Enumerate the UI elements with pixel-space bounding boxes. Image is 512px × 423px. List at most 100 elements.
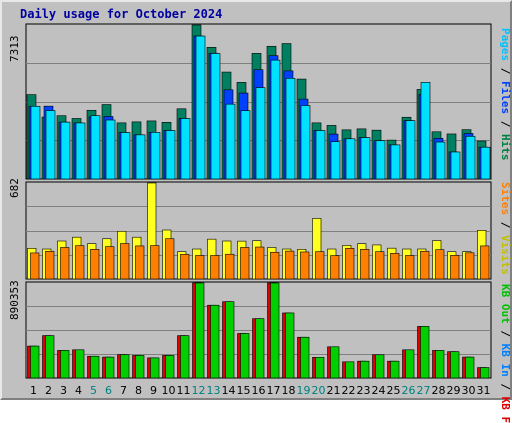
bar-kb-out-day-7: [120, 354, 130, 379]
bar-pages-day-29: [450, 151, 461, 180]
bar-sites-day-12: [195, 255, 205, 280]
bar-pages-day-6: [105, 119, 116, 180]
bar-sites-day-20: [315, 251, 325, 280]
bar-sites-day-25: [390, 253, 400, 280]
legend-kb-f: KB F: [499, 396, 512, 423]
bar-pages-day-8: [135, 134, 146, 180]
bar-sites-day-2: [45, 250, 55, 280]
bar-sites-day-5: [90, 248, 100, 280]
day-label-14: 14: [222, 384, 236, 397]
chart-canvas: 1 2 3 4 5 6 7 8 9 10 11 12 13 14 15 16 17 18 19 20 21 22 23 24 2…: [25, 23, 492, 397]
bar-sites-day-17: [270, 251, 280, 280]
bar-sites-day-21: [330, 255, 340, 280]
day-label-8: 8: [135, 384, 142, 397]
day-label-30: 30: [462, 384, 476, 397]
bar-sites-day-1: [30, 252, 40, 280]
bar-sites-day-8: [135, 245, 145, 280]
bar-kb-out-day-9: [150, 357, 160, 379]
chart-title: Daily usage for October 2024: [20, 7, 223, 21]
day-label-7: 7: [120, 384, 127, 397]
bar-kb-out-day-25: [390, 360, 400, 379]
bar-kb-out-day-6: [105, 356, 115, 379]
bar-kb-out-day-26: [405, 349, 415, 379]
bar-pages-day-25: [390, 144, 401, 180]
bar-kb-out-day-27: [420, 326, 430, 379]
bar-sites-day-9: [150, 245, 160, 280]
bar-kb-out-day-2: [45, 335, 55, 379]
bar-kb-out-day-29: [450, 351, 460, 379]
bar-sites-day-28: [435, 249, 445, 280]
bar-pages-day-1: [30, 105, 41, 180]
bar-pages-day-7: [120, 132, 131, 180]
bar-kb-out-day-4: [75, 349, 85, 379]
bar-sites-day-10: [165, 238, 175, 280]
bar-pages-day-28: [435, 141, 446, 180]
bar-sites-day-6: [105, 246, 115, 280]
bar-pages-day-24: [375, 140, 386, 180]
day-label-21: 21: [327, 384, 341, 397]
bar-sites-day-11: [180, 254, 190, 280]
day-label-16: 16: [252, 384, 266, 397]
bar-sites-day-29: [450, 255, 460, 280]
bar-sites-day-23: [360, 248, 370, 280]
bar-sites-day-19: [300, 251, 310, 280]
day-label-10: 10: [162, 384, 176, 397]
day-label-31: 31: [477, 384, 491, 397]
bar-kb-out-day-31: [480, 367, 490, 379]
bar-kb-out-day-28: [435, 350, 445, 379]
bar-pages-day-21: [330, 141, 341, 180]
bar-kb-out-day-19: [300, 336, 310, 379]
bar-sites-day-4: [75, 245, 85, 280]
bar-pages-day-23: [360, 137, 371, 180]
bar-kb-out-day-20: [315, 356, 325, 379]
bar-pages-day-13: [210, 53, 221, 180]
bar-kb-out-day-16: [255, 318, 265, 379]
bar-pages-day-19: [300, 105, 311, 180]
bar-kb-out-day-5: [90, 355, 100, 379]
day-label-24: 24: [372, 384, 386, 397]
bar-kb-out-day-13: [210, 304, 220, 379]
bar-pages-day-15: [240, 110, 251, 180]
day-label-11: 11: [177, 384, 191, 397]
bar-pages-day-4: [75, 122, 86, 180]
day-label-6: 6: [105, 384, 112, 397]
day-label-17: 17: [267, 384, 281, 397]
bar-sites-day-7: [120, 243, 130, 280]
bar-sites-day-18: [285, 250, 295, 280]
bar-pages-day-26: [405, 120, 416, 180]
day-label-22: 22: [342, 384, 356, 397]
bar-pages-day-11: [180, 118, 191, 180]
day-label-20: 20: [312, 384, 326, 397]
bar-sites-day-13: [210, 255, 220, 280]
day-label-1: 1: [30, 384, 37, 397]
bar-pages-day-18: [285, 78, 296, 180]
bar-sites-day-14: [225, 253, 235, 280]
day-label-28: 28: [432, 384, 446, 397]
day-label-18: 18: [282, 384, 296, 397]
bar-kb-out-day-21: [330, 346, 340, 379]
bar-sites-day-27: [420, 250, 430, 280]
bar-kb-out-day-15: [240, 333, 250, 379]
bar-kb-out-day-11: [180, 335, 190, 379]
bar-sites-day-24: [375, 251, 385, 280]
bar-pages-day-3: [60, 121, 71, 180]
bar-pages-day-10: [165, 130, 176, 180]
bar-pages-day-30: [465, 135, 476, 180]
bar-pages-day-16: [255, 87, 266, 180]
bar-pages-day-22: [345, 138, 356, 180]
day-label-27: 27: [417, 384, 431, 397]
day-label-5: 5: [90, 384, 97, 397]
day-label-9: 9: [150, 384, 157, 397]
bar-pages-day-14: [225, 103, 236, 180]
bar-sites-day-3: [60, 247, 70, 280]
bar-sites-day-16: [255, 246, 265, 280]
day-label-2: 2: [45, 384, 52, 397]
day-label-4: 4: [75, 384, 82, 397]
bar-sites-day-26: [405, 255, 415, 280]
bar-kb-out-day-12: [195, 282, 205, 379]
bar-pages-day-20: [315, 130, 326, 180]
day-label-15: 15: [237, 384, 251, 397]
day-label-25: 25: [387, 384, 401, 397]
bar-pages-day-5: [90, 115, 101, 180]
